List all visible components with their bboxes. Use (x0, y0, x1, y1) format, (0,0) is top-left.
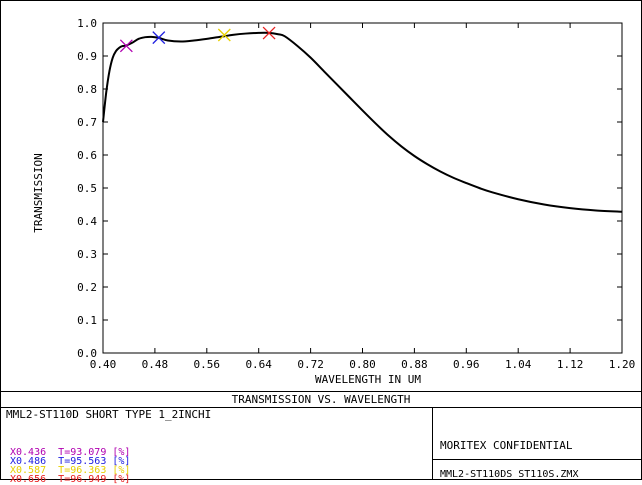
lens-title: MML2-ST110D SHORT TYPE 1_2INCHI (6, 408, 212, 421)
x-tick-label: 0.80 (349, 358, 376, 371)
y-tick-label: 0.9 (77, 50, 97, 63)
wavelength-marker (152, 31, 166, 45)
y-tick-label: 0.4 (77, 215, 97, 228)
y-tick-label: 1.0 (77, 17, 97, 30)
transmission-series-line (102, 31, 623, 213)
marker-row: X0.587 T=96.363 [%] (10, 465, 131, 476)
x-tick-label: 0.64 (245, 358, 272, 371)
x-tick-label: 0.56 (194, 358, 221, 371)
x-tick-label: 1.04 (505, 358, 532, 371)
y-tick-label: 0.3 (77, 248, 97, 261)
marker-wavelength: X0.486 (10, 456, 47, 467)
marker-wavelength: X0.587 (10, 465, 47, 476)
x-tick-label: 0.72 (297, 358, 324, 371)
y-tick-label: 0.7 (77, 116, 97, 129)
x-axis-ticks: 0.40 0.48 0.56 0.64 0.72 0.80 0.88 0.96 1.04 1.12… (90, 23, 636, 371)
x-axis-label: WAVELENGTH IN UM (315, 373, 421, 386)
y-axis-ticks: 0.0 0.1 0.2 0.3 0.4 0.5 0.6 0.7 0.8 0.9 1.0 (77, 17, 622, 360)
y-tick-label: 0.5 (77, 182, 97, 195)
x-tick-label: 0.48 (142, 358, 169, 371)
marker-row: X0.436 T=93.079 [%] (10, 447, 131, 458)
wavelength-marker (217, 28, 231, 42)
marker-wavelength: X0.436 (10, 447, 47, 458)
wavelength-marker (262, 26, 276, 40)
file-name: MML2-ST110DS_ST110S.ZMX (440, 469, 579, 480)
chart-title: TRANSMISSION VS. WAVELENGTH (231, 393, 411, 406)
y-tick-label: 0.1 (77, 314, 97, 327)
x-tick-label: 1.12 (557, 358, 584, 371)
x-tick-label: 0.88 (401, 358, 428, 371)
y-tick-label: 0.8 (77, 83, 97, 96)
y-tick-label: 0.6 (77, 149, 97, 162)
marker-transmission: T=93.079 [%] (58, 447, 131, 458)
x-tick-label: 0.40 (90, 358, 117, 371)
marker-row: X0.486 T=95.563 [%] (10, 456, 131, 467)
confidential-label: MORITEX CONFIDENTIAL (440, 439, 573, 452)
y-tick-label: 0.0 (77, 347, 97, 360)
wavelength-marker (119, 39, 133, 53)
x-tick-label: 1.20 (609, 358, 636, 371)
x-tick-label: 0.96 (453, 358, 480, 371)
marker-transmission: T=95.563 [%] (58, 456, 131, 467)
wavelength-markers (119, 26, 276, 53)
plot-area: 0.40 0.48 0.56 0.64 0.72 0.80 0.88 0.96 1.04 1.12… (77, 17, 635, 371)
marker-list: X0.436 T=93.079 [%] X0.486 T=95.563 [%] … (10, 447, 131, 485)
marker-transmission: T=96.363 [%] (58, 465, 131, 476)
y-tick-label: 0.2 (77, 281, 97, 294)
y-axis-label: TRANSMISSION (32, 153, 45, 232)
